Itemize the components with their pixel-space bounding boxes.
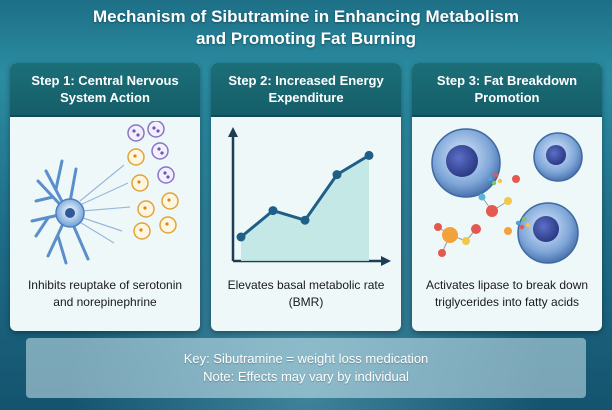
neurotransmitter-dots xyxy=(127,121,179,240)
step-1-panel: Step 1: Central Nervous System Action xyxy=(10,63,200,331)
title-line-2: and Promoting Fat Burning xyxy=(195,29,417,48)
step-1-title-line-2: System Action xyxy=(60,90,150,105)
neuron-icon xyxy=(30,121,179,265)
key-box: Key: Sibutramine = weight loss medicatio… xyxy=(26,338,586,398)
step-3-description: Activates lipase to break down triglycer… xyxy=(416,277,598,311)
step-3-panel: Step 3: Fat Breakdown Promotion xyxy=(412,63,602,331)
step-1-header: Step 1: Central Nervous System Action xyxy=(10,63,200,117)
fat-cell-large xyxy=(431,128,501,198)
step-3-description-line-2: triglycerides into fatty acids xyxy=(434,295,580,309)
title-line-1: Mechanism of Sibutramine in Enhancing Me… xyxy=(92,7,519,26)
page-title: Mechanism of Sibutramine in Enhancing Me… xyxy=(0,6,612,50)
step-1-title-line-1: Step 1: Central Nervous xyxy=(31,73,179,88)
x-axis-arrow xyxy=(381,256,391,266)
step-2-panel: Step 2: Increased Energy Expenditure Ele… xyxy=(211,63,401,331)
metabolic-rate-chart xyxy=(228,127,391,266)
fat-cell-bottom xyxy=(517,202,579,264)
chart-point-5 xyxy=(364,150,374,160)
step-1-description-line-1: Inhibits reuptake of serotonin xyxy=(27,278,183,292)
key-line-1: Key: Sibutramine = weight loss medicatio… xyxy=(183,351,429,366)
chart-point-3 xyxy=(300,215,310,225)
chart-point-2 xyxy=(268,206,278,216)
molecule-atoms xyxy=(434,175,520,257)
step-3-description-line-1: Activates lipase to break down xyxy=(425,278,589,292)
step-2-title-line-2: Expenditure xyxy=(268,90,344,105)
chart-point-1 xyxy=(236,232,246,242)
enzyme-dots xyxy=(487,172,531,230)
fat-cells-icon xyxy=(431,128,583,264)
chart-area-fill xyxy=(241,155,369,261)
chart-point-4 xyxy=(332,170,342,180)
step-2-description-line-1: Elevates basal metabolic rate xyxy=(227,278,385,292)
fat-cell-right xyxy=(533,132,583,182)
step-2-description: Elevates basal metabolic rate (BMR) xyxy=(215,277,397,311)
step-3-title-line-2: Promotion xyxy=(474,90,540,105)
key-note-line: Note: Effects may vary by individual xyxy=(203,369,409,384)
y-axis-arrow xyxy=(228,127,238,137)
step-3-title-line-1: Step 3: Fat Breakdown xyxy=(436,73,578,88)
step-1-description-line-2: and norepinephrine xyxy=(53,295,157,309)
step-2-title-line-1: Step 2: Increased Energy xyxy=(228,73,384,88)
step-3-header: Step 3: Fat Breakdown Promotion xyxy=(412,63,602,117)
step-2-description-line-2: (BMR) xyxy=(288,295,324,309)
step-1-description: Inhibits reuptake of serotonin and norep… xyxy=(14,277,196,311)
step-2-header: Step 2: Increased Energy Expenditure xyxy=(211,63,401,117)
